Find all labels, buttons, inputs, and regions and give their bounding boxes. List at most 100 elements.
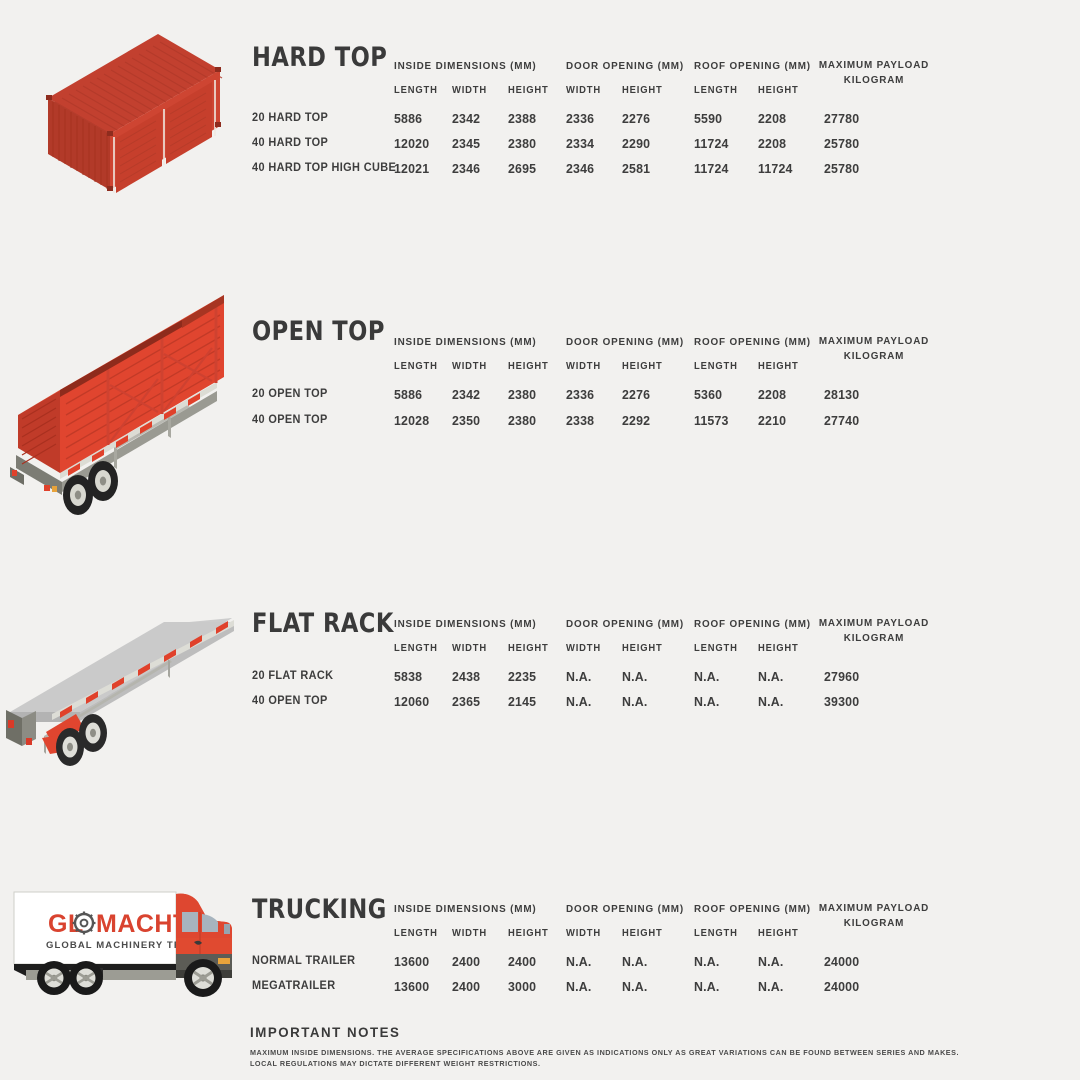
payload-line-2: KILOGRAM <box>843 74 905 86</box>
cell-roof-length: N.A. <box>694 669 720 684</box>
cell-door-width: N.A. <box>566 669 592 684</box>
cell-roof-height: N.A. <box>758 979 784 994</box>
svg-text:GLOBAL MACHINERY TRADER: GLOBAL MACHINERY TRADER <box>46 940 213 951</box>
cell-inside-length: 5886 <box>394 387 423 402</box>
sub-header-width-door: WIDTH <box>566 361 602 372</box>
group-header-roof-opening: ROOF OPENING (MM) <box>694 60 811 72</box>
cell-inside-length: 12021 <box>394 161 430 176</box>
cell-inside-height: 2235 <box>508 669 537 684</box>
cell-door-height: N.A. <box>622 954 648 969</box>
cell-roof-height: N.A. <box>758 694 784 709</box>
cell-inside-height: 2380 <box>508 387 537 402</box>
cell-inside-height: 3000 <box>508 979 537 994</box>
illustration-glomacht-box-truck: GL MACHT <box>10 880 250 1025</box>
cell-door-width: 2338 <box>566 413 595 428</box>
group-header-door-opening: DOOR OPENING (MM) <box>566 618 685 630</box>
cell-roof-length: 11573 <box>694 413 729 428</box>
svg-text:MACHT: MACHT <box>96 910 189 938</box>
row-label: 20 HARD TOP <box>252 112 329 124</box>
cell-door-height: 2292 <box>622 413 651 428</box>
section-title: OPEN TOP <box>252 316 385 347</box>
notes-title: IMPORTANT NOTES <box>250 1024 401 1040</box>
row-label: 20 OPEN TOP <box>252 388 328 400</box>
row-label: 40 OPEN TOP <box>252 414 328 426</box>
cell-inside-length: 13600 <box>394 979 430 994</box>
cell-inside-length: 12028 <box>394 413 430 428</box>
cell-roof-height: 2210 <box>758 413 787 428</box>
sub-header-height-inside: HEIGHT <box>508 643 549 654</box>
cell-door-height: N.A. <box>622 979 648 994</box>
sub-header-height-inside: HEIGHT <box>508 928 549 939</box>
cell-roof-length: N.A. <box>694 979 720 994</box>
sub-header-length-roof: LENGTH <box>694 643 738 654</box>
cell-max-payload: 27780 <box>824 111 860 126</box>
cell-door-height: 2290 <box>622 136 651 151</box>
sub-header-length-inside: LENGTH <box>394 928 438 939</box>
group-header-inside-dimensions: INSIDE DIMENSIONS (MM) <box>394 618 537 630</box>
sub-header-length-roof: LENGTH <box>694 361 738 372</box>
group-header-door-opening: DOOR OPENING (MM) <box>566 60 685 72</box>
row-label: 40 OPEN TOP <box>252 695 328 707</box>
cell-roof-length: N.A. <box>694 954 720 969</box>
sub-header-length-inside: LENGTH <box>394 643 438 654</box>
sub-header-width-inside: WIDTH <box>452 643 488 654</box>
section-flat-rack: FLAT RACK INSIDE DIMENSIONS (MM) DOOR OP… <box>0 578 1080 838</box>
cell-inside-width: 2400 <box>452 954 481 969</box>
cell-roof-length: 5590 <box>694 111 723 126</box>
cell-max-payload: 39300 <box>824 694 860 709</box>
cell-roof-length: N.A. <box>694 694 720 709</box>
row-label: NORMAL TRAILER <box>252 955 356 967</box>
sub-header-height-inside: HEIGHT <box>508 361 549 372</box>
cell-inside-length: 13600 <box>394 954 430 969</box>
section-open-top: OPEN TOP INSIDE DIMENSIONS (MM) DOOR OPE… <box>0 285 1080 555</box>
cell-inside-height: 2380 <box>508 136 537 151</box>
row-label: 20 FLAT RACK <box>252 670 334 682</box>
cell-max-payload: 28130 <box>824 387 860 402</box>
group-header-maximum-payload: MAXIMUM PAYLOAD KILOGRAM <box>808 616 940 646</box>
payload-line-1: MAXIMUM PAYLOAD <box>818 59 930 71</box>
group-header-door-opening: DOOR OPENING (MM) <box>566 903 685 915</box>
group-header-maximum-payload: MAXIMUM PAYLOAD KILOGRAM <box>808 334 940 364</box>
cell-inside-width: 2350 <box>452 413 481 428</box>
cell-roof-height: 11724 <box>758 161 793 176</box>
sub-header-height-door: HEIGHT <box>622 643 663 654</box>
cell-max-payload: 25780 <box>824 136 860 151</box>
payload-line-2: KILOGRAM <box>843 632 905 644</box>
group-header-roof-opening: ROOF OPENING (MM) <box>694 903 811 915</box>
illustration-flat-rack-trailer <box>2 586 242 791</box>
cell-inside-height: 2388 <box>508 111 537 126</box>
cell-door-width: N.A. <box>566 694 592 709</box>
sub-header-height-door: HEIGHT <box>622 85 663 96</box>
cell-inside-width: 2342 <box>452 111 481 126</box>
row-label: 40 HARD TOP HIGH CUBE <box>252 162 397 174</box>
sub-header-height-door: HEIGHT <box>622 361 663 372</box>
cell-door-height: 2276 <box>622 111 651 126</box>
section-title: FLAT RACK <box>252 608 394 639</box>
cell-door-width: N.A. <box>566 979 592 994</box>
cell-roof-height: 2208 <box>758 111 787 126</box>
cell-max-payload: 24000 <box>824 954 860 969</box>
sub-header-width-door: WIDTH <box>566 85 602 96</box>
sub-header-height-roof: HEIGHT <box>758 928 799 939</box>
sub-header-length-roof: LENGTH <box>694 928 738 939</box>
cell-door-height: N.A. <box>622 694 648 709</box>
sub-header-height-inside: HEIGHT <box>508 85 549 96</box>
section-title: TRUCKING <box>252 894 387 925</box>
row-label: MEGATRAILER <box>252 980 336 992</box>
group-header-roof-opening: ROOF OPENING (MM) <box>694 618 811 630</box>
section-hard-top: HARD TOP INSIDE DIMENSIONS (MM) DOOR OPE… <box>0 0 1080 270</box>
cell-roof-height: 2208 <box>758 387 787 402</box>
notes-line-1: MAXIMUM INSIDE DIMENSIONS. THE AVERAGE S… <box>250 1048 960 1057</box>
sub-header-length-inside: LENGTH <box>394 361 438 372</box>
illustration-open-top-trailer <box>2 287 242 522</box>
cell-roof-length: 11724 <box>694 136 729 151</box>
cell-inside-height: 2380 <box>508 413 537 428</box>
payload-line-1: MAXIMUM PAYLOAD <box>818 902 930 914</box>
row-label: 40 HARD TOP <box>252 137 329 149</box>
sub-header-length-roof: LENGTH <box>694 85 738 96</box>
gear-icon <box>72 911 96 935</box>
cell-roof-height: N.A. <box>758 954 784 969</box>
cell-door-height: 2581 <box>622 161 651 176</box>
sub-header-height-roof: HEIGHT <box>758 643 799 654</box>
cell-inside-length: 12020 <box>394 136 430 151</box>
